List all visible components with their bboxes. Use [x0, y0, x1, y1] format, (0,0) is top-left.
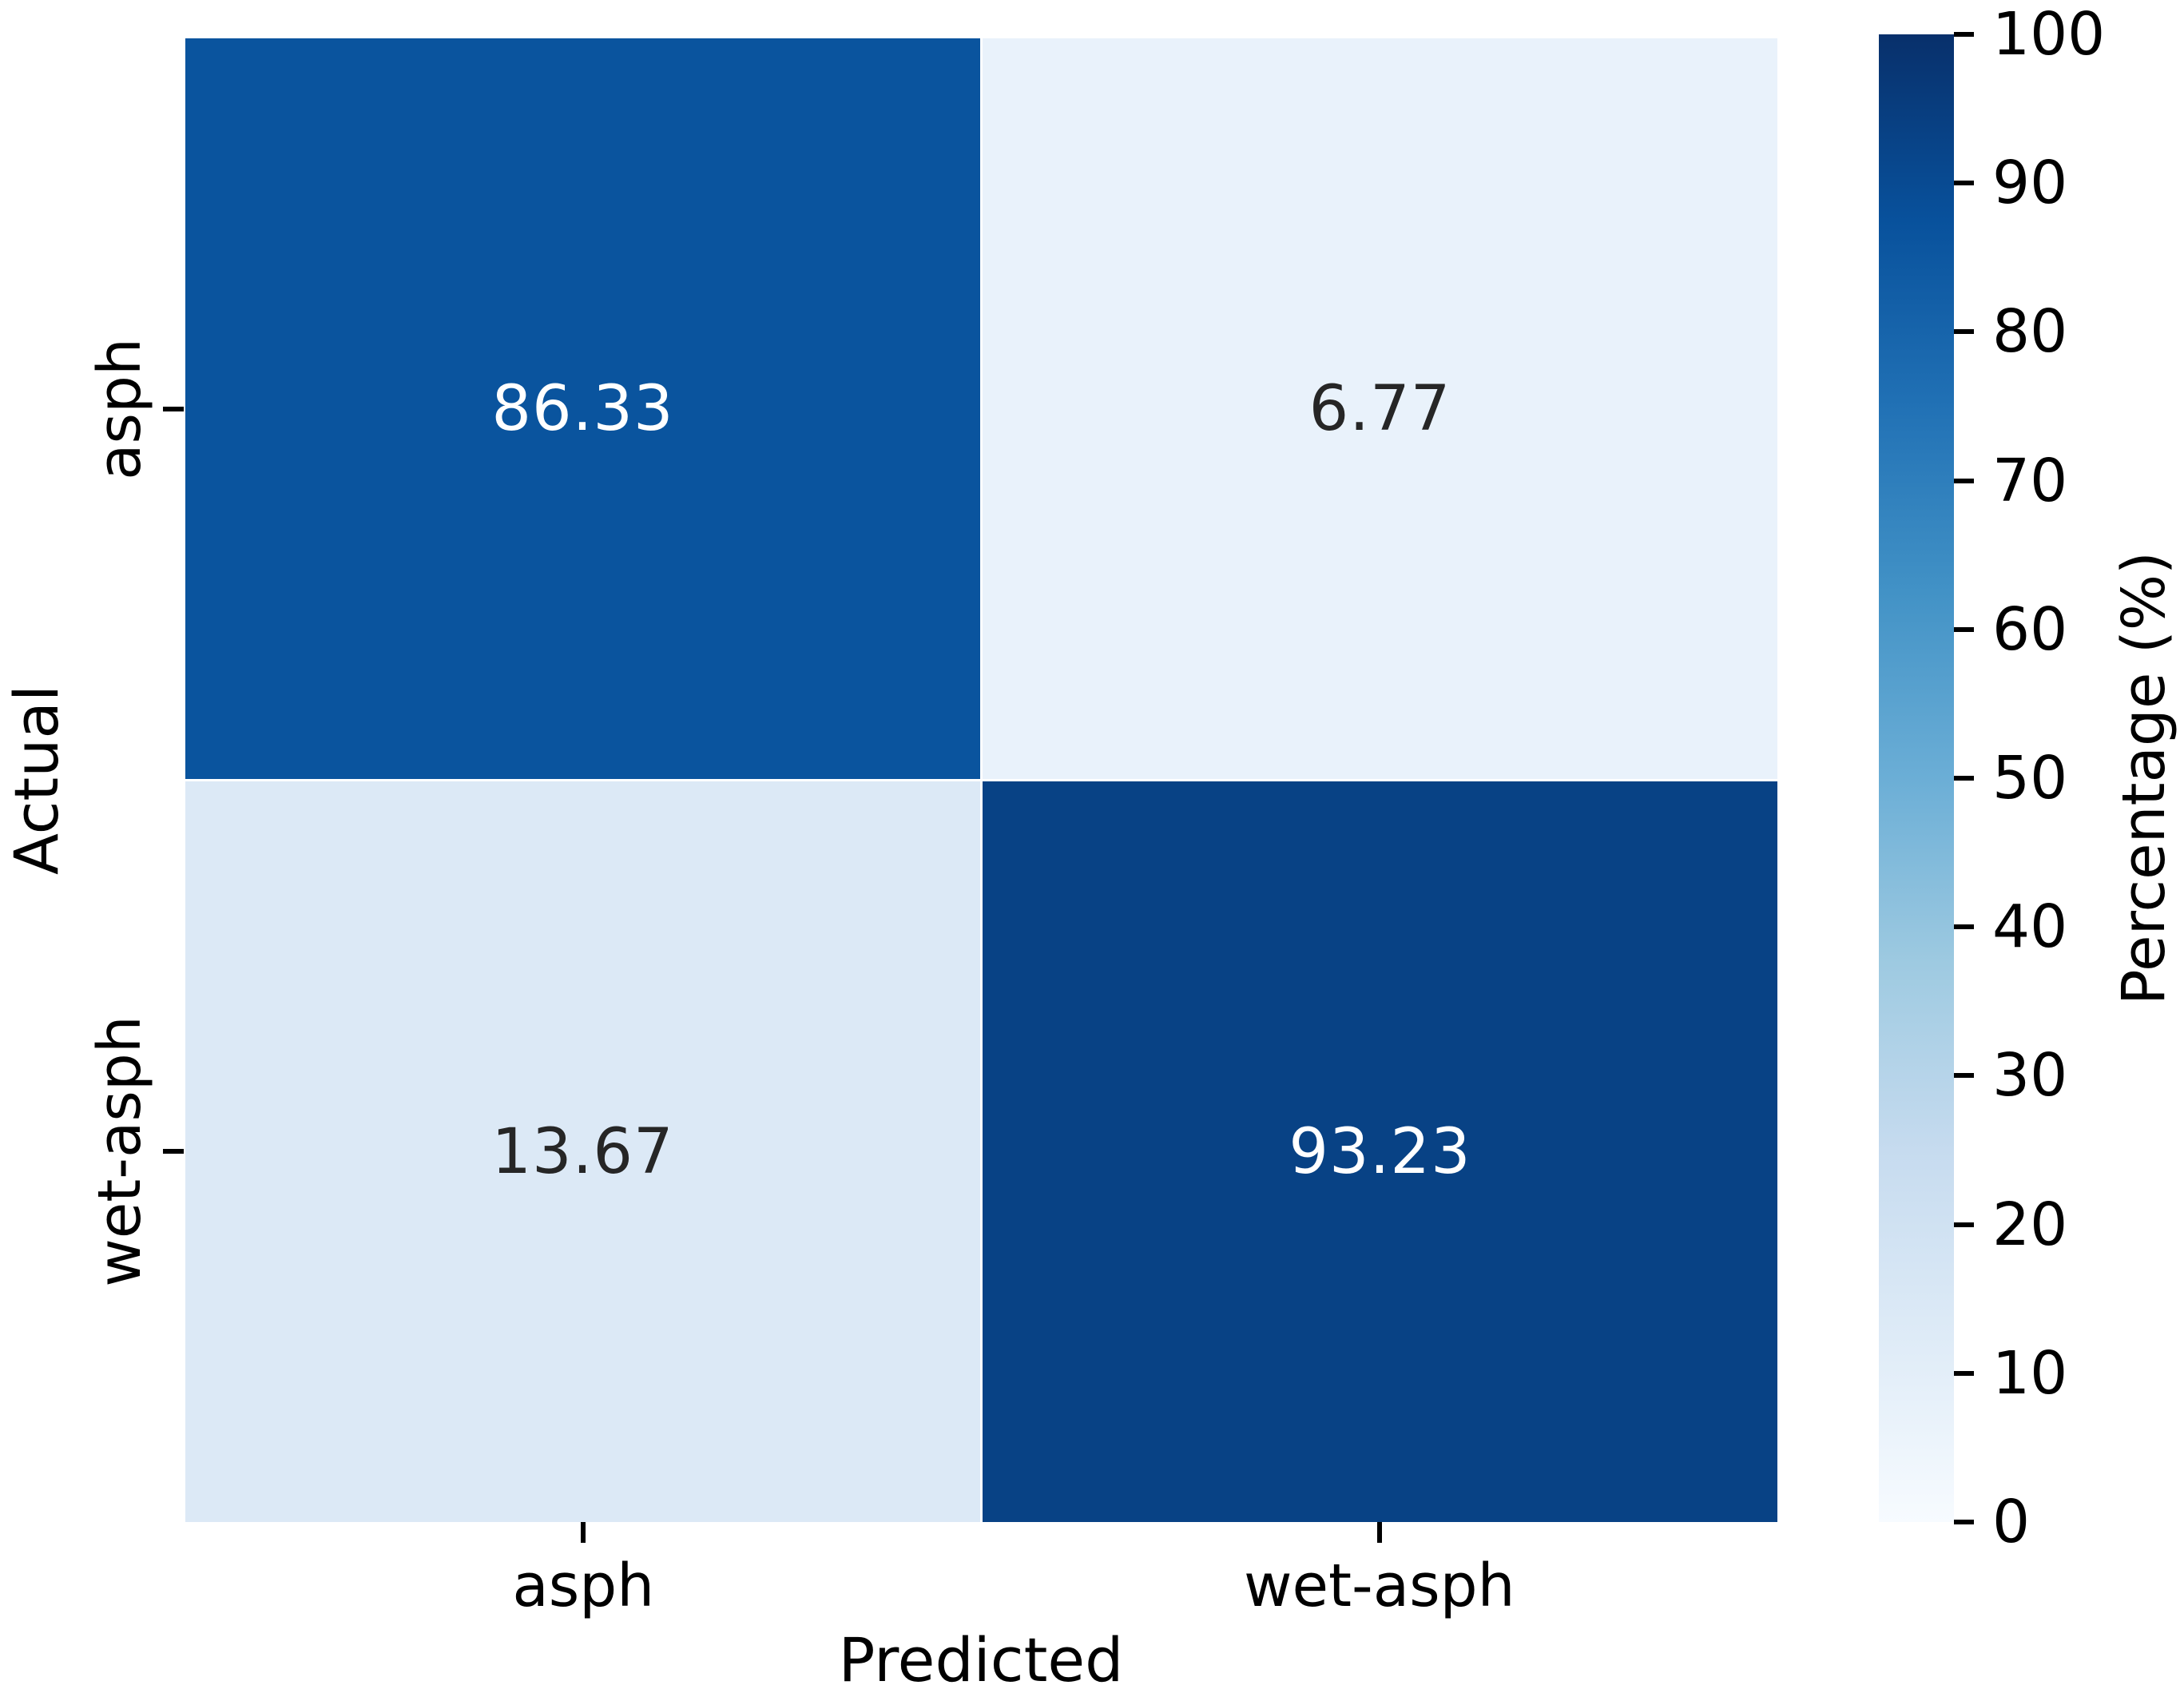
x-axis-label: Predicted: [838, 1624, 1124, 1695]
colorbar-tick-80: [1954, 329, 1974, 335]
y-axis-label: Actual: [1, 684, 72, 876]
colorbar-tick-label-80: 80: [1992, 297, 2068, 367]
x-axis-tick-wet-asph: [1376, 1522, 1382, 1543]
colorbar-tick-10: [1954, 1370, 1974, 1376]
y-axis-tick-asph: [163, 407, 184, 412]
colorbar-tick-label-0: 0: [1992, 1488, 2031, 1556]
colorbar-tick-40: [1954, 924, 1974, 930]
colorbar-tick-label-10: 10: [1992, 1338, 2068, 1408]
colorbar-tick-60: [1954, 626, 1974, 632]
cell-value: 6.77: [1308, 372, 1451, 445]
colorbar-tick-label-90: 90: [1992, 149, 2068, 218]
colorbar-tick-30: [1954, 1073, 1974, 1079]
heatmap-cell-asph-asph: 86.33: [185, 38, 980, 779]
y-axis-tick-label-wet-asph: wet-asph: [85, 1015, 154, 1287]
colorbar-tick-label-70: 70: [1992, 446, 2068, 515]
colorbar-gradient: [1879, 34, 1954, 1522]
colorbar-tick-label-60: 60: [1992, 594, 2068, 664]
y-axis-tick-label-asph: asph: [85, 338, 154, 481]
colorbar-tick-70: [1954, 478, 1974, 483]
colorbar-tick-label-50: 50: [1992, 744, 2068, 813]
colorbar-tick-label-30: 30: [1992, 1041, 2068, 1111]
colorbar-tick-label-20: 20: [1992, 1190, 2068, 1259]
colorbar-tick-20: [1954, 1222, 1974, 1227]
colorbar-tick-label-40: 40: [1992, 892, 2068, 962]
colorbar-label: Percentage (%): [2110, 551, 2178, 1005]
heatmap-cell-asph-wet-asph: 6.77: [983, 38, 1777, 779]
colorbar-tick-0: [1954, 1520, 1974, 1524]
x-axis-tick-asph: [581, 1522, 586, 1543]
colorbar-tick-100: [1954, 32, 1974, 37]
y-axis-tick-wet-asph: [163, 1148, 184, 1154]
x-axis-tick-label-wet-asph: wet-asph: [1243, 1552, 1515, 1620]
cell-value: 93.23: [1289, 1115, 1471, 1188]
colorbar-tick-label-100: 100: [1992, 0, 2106, 69]
colorbar-tick-50: [1954, 776, 1974, 781]
x-axis-tick-label-asph: asph: [512, 1552, 655, 1620]
heatmap-cell-wet-asph-asph: 13.67: [185, 781, 980, 1522]
heatmap-grid: 86.33 6.77 13.67 93.23: [185, 38, 1777, 1522]
colorbar-tick-90: [1954, 181, 1974, 186]
cell-value: 86.33: [491, 372, 674, 445]
cell-value: 13.67: [491, 1115, 674, 1188]
heatmap-cell-wet-asph-wet-asph: 93.23: [983, 781, 1777, 1522]
